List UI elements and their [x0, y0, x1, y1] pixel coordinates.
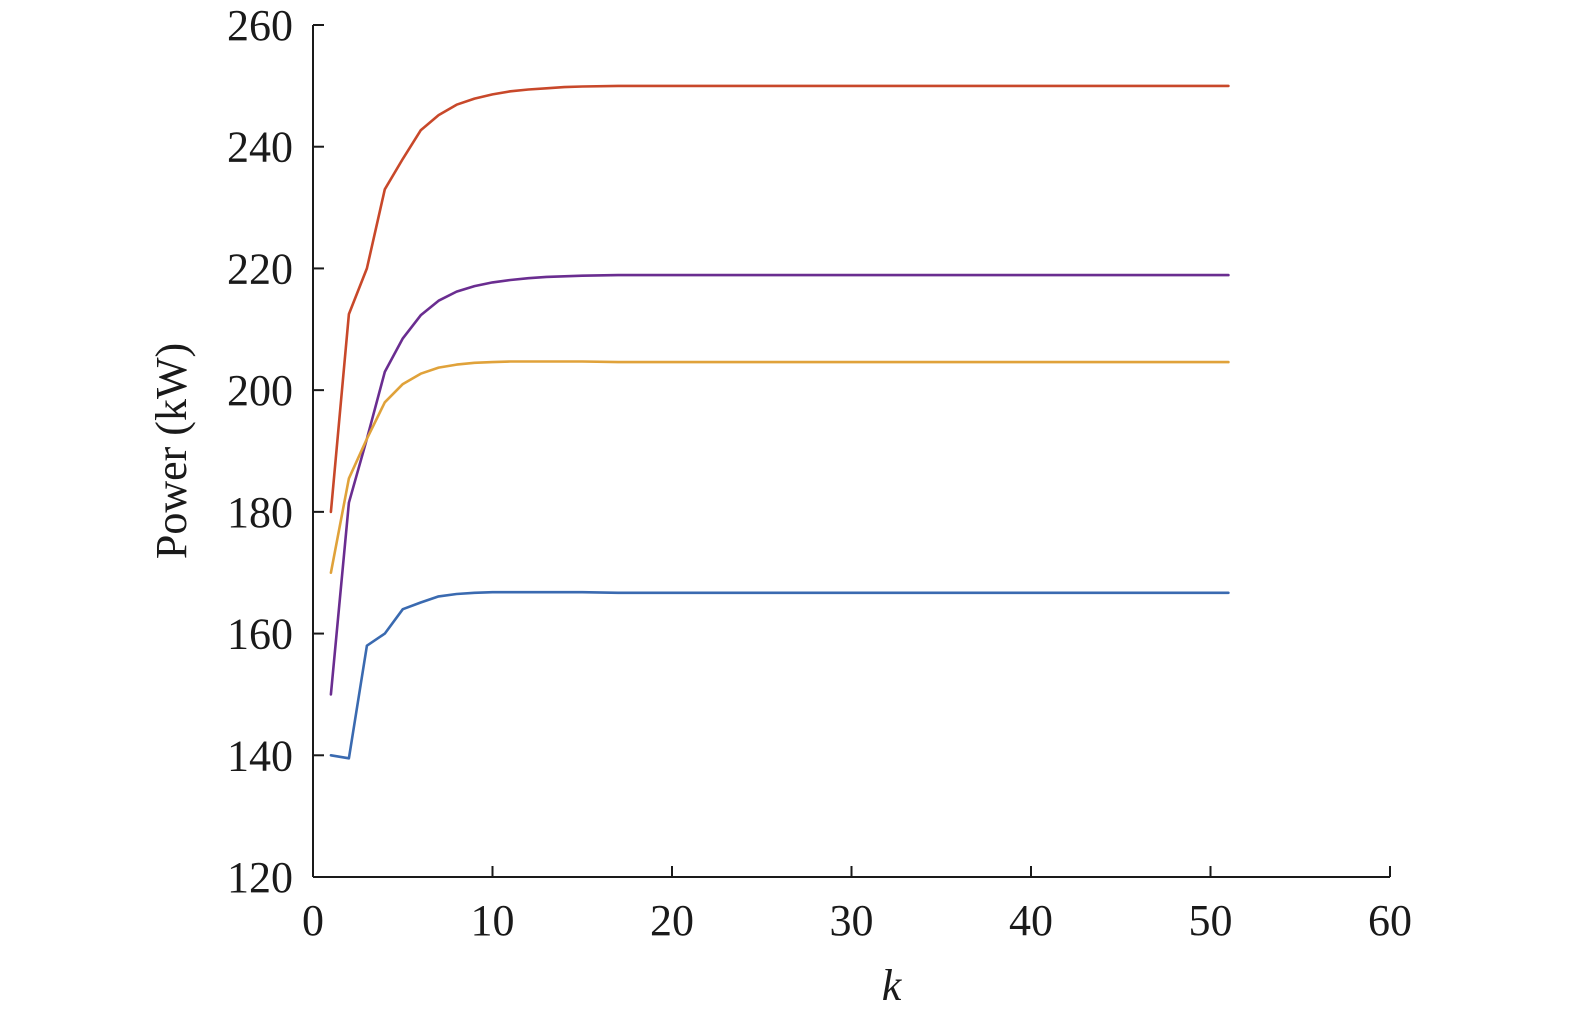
- x-axis-label: k: [882, 961, 903, 1010]
- x-tick-label: 50: [1189, 896, 1233, 945]
- y-tick-label: 240: [227, 123, 293, 172]
- axes: [312, 25, 1390, 878]
- y-tick-label: 180: [227, 488, 293, 537]
- x-tick-label: 20: [650, 896, 694, 945]
- y-tick-label: 260: [227, 1, 293, 50]
- y-tick-label: 160: [227, 610, 293, 659]
- x-ticks: 0 10 20 30 40 50 60: [302, 866, 1412, 945]
- x-tick-label: 60: [1368, 896, 1412, 945]
- y-tick-label: 120: [227, 853, 293, 902]
- y-ticks: 120 140 160 180 200 220 240 260: [227, 1, 324, 902]
- y-tick-label: 140: [227, 731, 293, 780]
- series-group: [329, 84, 1230, 760]
- x-tick-label: 30: [830, 896, 874, 945]
- x-tick-label: 40: [1009, 896, 1053, 945]
- y-tick-label: 220: [227, 244, 293, 293]
- y-axis-label: Power (kW): [147, 343, 196, 559]
- y-tick-label: 200: [227, 366, 293, 415]
- series-line-2: [329, 273, 1230, 696]
- x-tick-label: 0: [302, 896, 324, 945]
- series-line-1: [329, 84, 1230, 514]
- x-tick-label: 10: [471, 896, 515, 945]
- series-line-4: [329, 590, 1230, 760]
- series-line-3: [329, 360, 1230, 575]
